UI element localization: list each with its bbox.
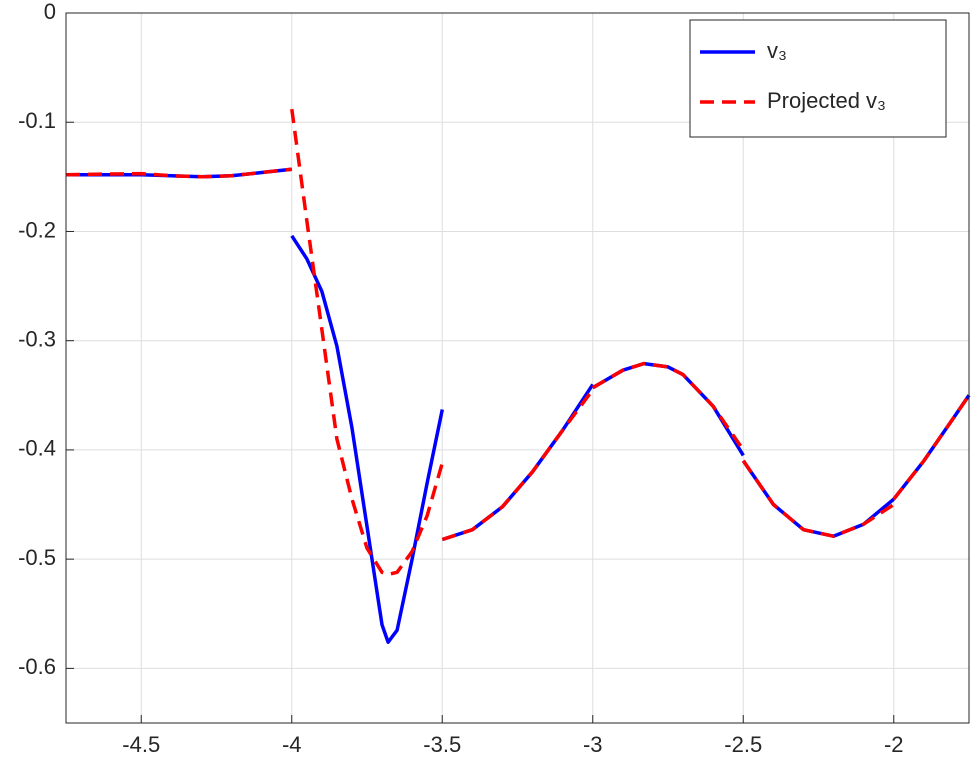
legend-box (689, 19, 947, 138)
legend-label: Projected v₃ (767, 88, 886, 113)
y-tick-label: -0.1 (18, 108, 56, 133)
x-tick-label: -4.5 (122, 732, 160, 757)
y-tick-label: -0.2 (18, 217, 56, 242)
legend-label: v₃ (767, 38, 787, 63)
data-line (65, 108, 971, 577)
legend: v₃ Projected v₃ (689, 19, 947, 138)
y-tick-label: -0.3 (18, 327, 56, 352)
x-tick-label: -4 (282, 732, 302, 757)
y-tick-label: -0.4 (18, 436, 56, 461)
x-tick-label: -3 (583, 732, 603, 757)
plot-frame (65, 12, 970, 724)
x-tick-label: -2 (884, 732, 904, 757)
x-tick-label: -2.5 (724, 732, 762, 757)
data-line (66, 167, 971, 644)
x-tick-label: -3.5 (423, 732, 461, 757)
y-tick-label: -0.5 (18, 545, 56, 570)
y-tick-label: 0 (44, 0, 56, 24)
y-tick-label: -0.6 (18, 654, 56, 679)
